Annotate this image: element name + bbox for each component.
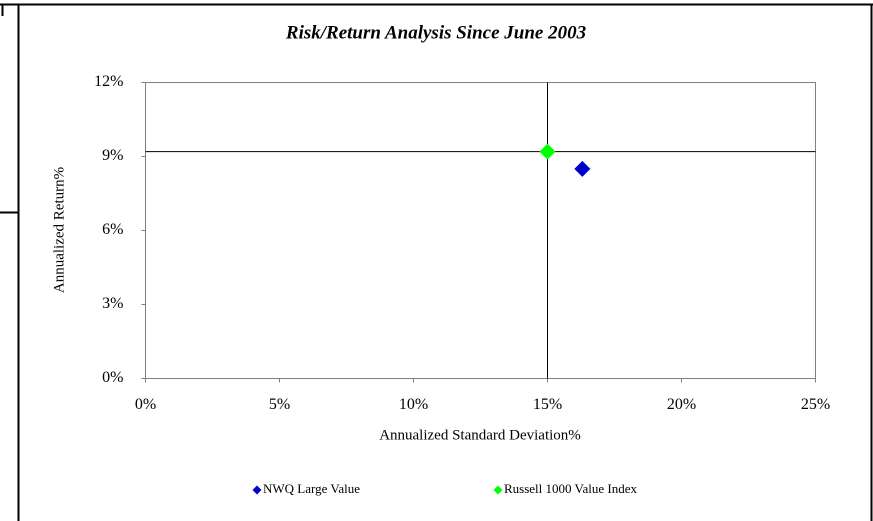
x-axis-title: Annualized Standard Deviation% xyxy=(379,427,581,443)
y-tick-label: 9% xyxy=(102,147,123,164)
x-tick-label: 15% xyxy=(533,396,562,413)
x-tick-label: 10% xyxy=(399,396,428,413)
y-tick-label: 6% xyxy=(102,221,123,238)
y-tick-label: 0% xyxy=(102,369,123,386)
x-tick-label: 25% xyxy=(801,396,830,413)
y-axis-title: Annualized Return% xyxy=(51,167,67,293)
y-tick-label: 3% xyxy=(102,295,123,312)
x-tick-label: 5% xyxy=(269,396,290,413)
x-tick-label: 20% xyxy=(667,396,696,413)
legend-label: NWQ Large Value xyxy=(263,481,360,496)
y-tick-label: 12% xyxy=(94,73,123,90)
chart-title: Risk/Return Analysis Since June 2003 xyxy=(285,22,586,43)
legend-label: Russell 1000 Value Index xyxy=(504,481,637,496)
x-tick-label: 0% xyxy=(135,396,156,413)
legend-marker xyxy=(493,485,503,495)
point xyxy=(574,160,591,177)
point xyxy=(539,143,556,160)
legend-marker xyxy=(252,485,262,495)
